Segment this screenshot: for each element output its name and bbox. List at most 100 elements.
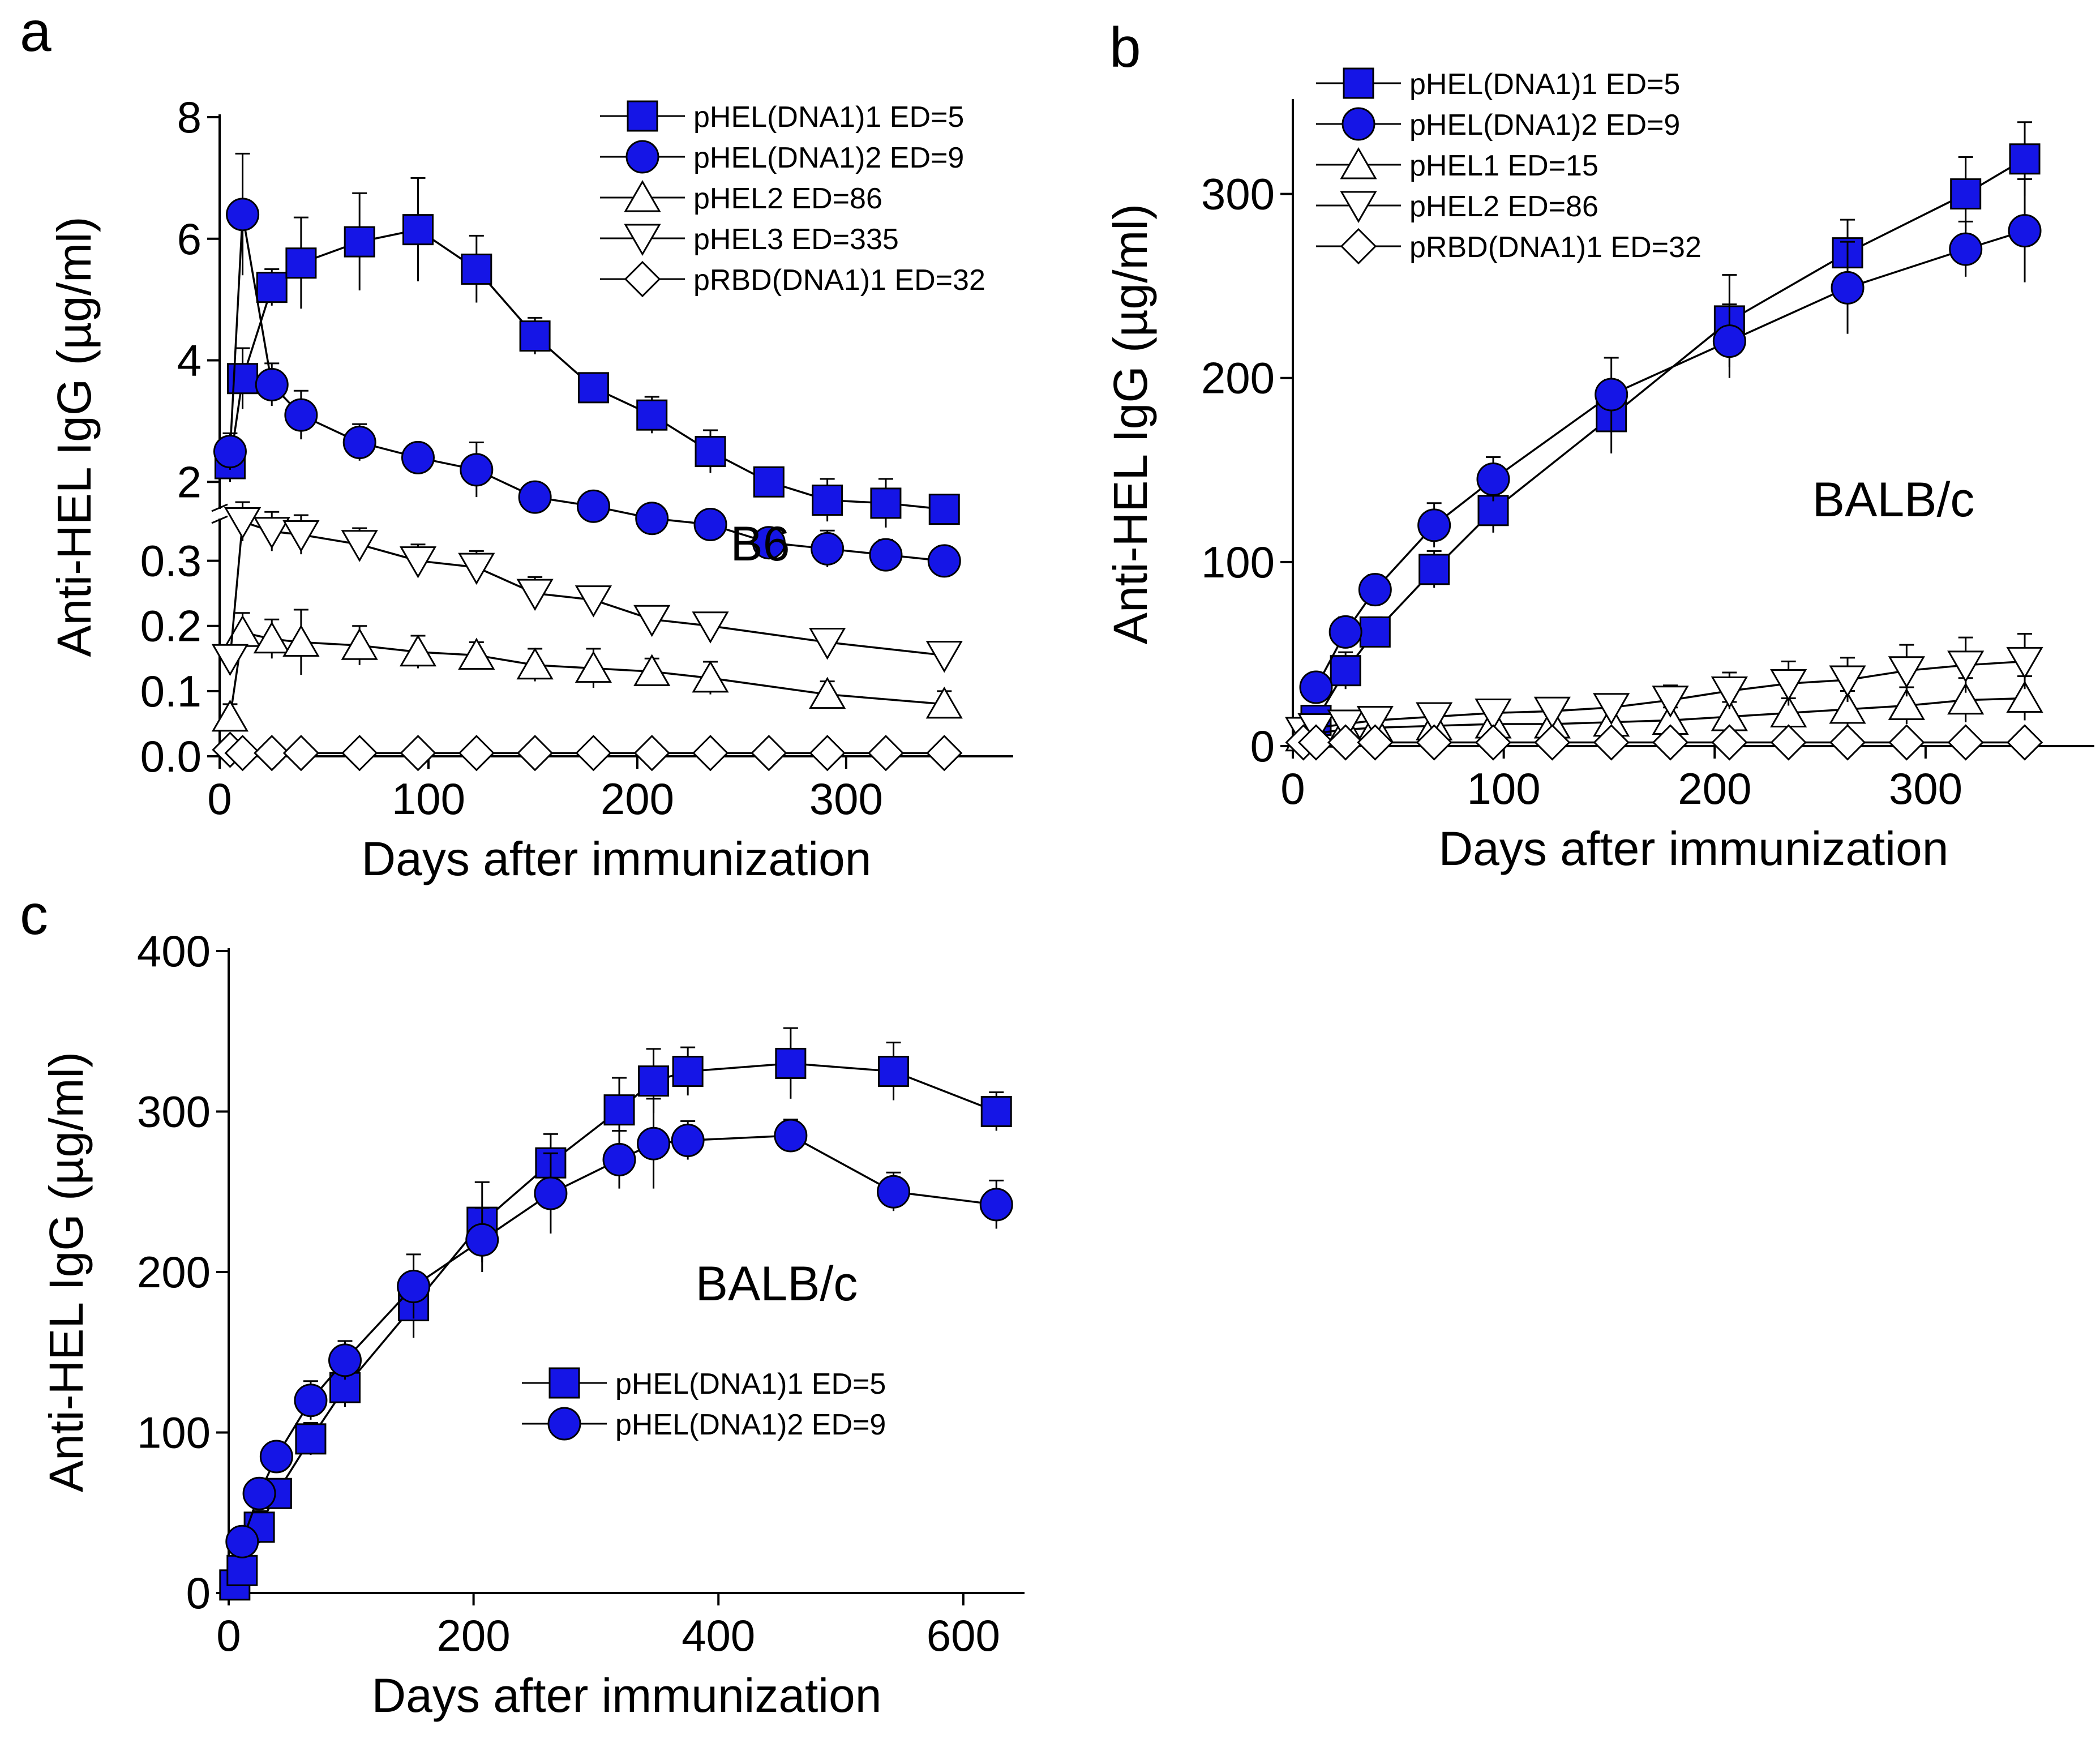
data-point [399,546,437,579]
x-axis-title: Days after immunization [1439,822,1949,875]
data-point [465,1223,499,1257]
data-point [927,544,961,578]
data-point [925,641,963,673]
data-point [328,1343,362,1377]
legend-label: pHEL(DNA1)1 ED=5 [1409,68,1680,101]
data-point [1475,698,1512,731]
data-point [1476,462,1510,496]
legend-item: pHEL(DNA1)1 ED=5 [1316,67,1680,101]
legend-label: pHEL2 ED=86 [1409,190,1598,223]
y-tick-label: 200 [1201,353,1275,403]
data-point [2006,724,2043,761]
y-tick-label: 400 [137,926,211,976]
strain-label: BALB/c [1812,473,1975,527]
y-tick-label: 0 [186,1568,211,1618]
legend-item: pHEL(DNA1)2 ED=9 [600,140,964,174]
data-point [1416,702,1453,734]
data-point [1831,271,1865,305]
data-point [519,320,551,352]
data-point [344,226,375,258]
data-point [979,1188,1013,1222]
y-tick-label: 300 [137,1087,211,1137]
data-point [1595,378,1628,412]
legend-marker [625,140,659,174]
data-point [692,611,729,644]
panel-b: b 0 100 200 300 0 100 200 300 Days after immuniza… [1104,16,2094,875]
series-phel3-ed-335 [211,501,963,676]
data-point [1888,688,1925,720]
data-point [2008,214,2042,248]
legend-marker [624,224,661,256]
data-point [753,466,785,498]
y-axis-title: Anti-HEL IgG (µg/ml) [40,1052,93,1492]
data-point [1327,724,1364,761]
data-point [402,214,434,246]
data-point [633,735,670,772]
data-point [1947,650,1985,683]
legend-label: pHEL3 ED=335 [693,223,899,256]
data-point [633,605,671,637]
data-point [1711,724,1748,761]
data-point [809,735,846,772]
x-tick-label: 200 [1678,764,1751,813]
legend-label: pHEL(DNA1)1 ED=5 [615,1368,886,1401]
legend-marker [624,179,661,212]
data-point [255,367,289,401]
data-point [211,699,249,732]
legend-item: pHEL(DNA1)1 ED=5 [600,100,964,134]
data-point [1770,724,1807,761]
data-point [867,735,905,772]
data-point [774,1119,808,1153]
x-tick-label: 0 [1280,764,1305,813]
series-phel-dna1-2-ed-9 [213,152,961,578]
data-point [1711,676,1748,709]
legend-item: pHEL(DNA1)2 ED=9 [522,1407,886,1441]
data-point [692,735,729,772]
y-tick-label: 100 [137,1408,211,1458]
data-point [1949,232,1983,266]
data-point [294,1384,328,1417]
data-point [577,372,609,404]
data-point [458,637,495,670]
data-point [877,1175,911,1209]
panel-letter: c [20,883,48,947]
data-point [1299,670,1333,704]
legend-marker [548,1367,580,1399]
legend-marker [1340,147,1377,179]
legend-label: pRBD(DNA1)1 ED=32 [693,264,985,297]
data-point [295,1423,327,1455]
data-point [341,530,378,562]
panel-letter: b [1109,16,1141,79]
y-tick-label: 300 [1201,169,1275,219]
data-point [633,654,671,686]
legend-label: pHEL2 ED=86 [693,182,882,215]
data-point [1356,705,1394,738]
data-point [637,1127,671,1160]
x-tick-label: 0 [207,774,232,824]
legend-item: pRBD(DNA1)1 ED=32 [1316,228,1702,265]
data-point [1475,724,1512,761]
legend: pHEL(DNA1)1 ED=5 pHEL(DNA1)2 ED=9 pHEL1 ED… [1316,67,1702,265]
data-point [253,621,290,654]
data-point [401,440,435,474]
legend-marker [624,260,661,298]
data-point [516,579,554,611]
data-point [1534,724,1571,761]
data-point [638,1065,670,1097]
data-point [226,1554,258,1586]
data-point [1829,691,1866,724]
strain-label: BALB/c [696,1257,858,1311]
data-point [695,436,726,468]
data-point [342,426,376,460]
y-tick-label: 6 [177,214,202,264]
data-point [397,1270,431,1304]
series-phel-dna1-2-ed-9 [225,1098,1013,1558]
data-point [534,1176,568,1210]
data-point [672,1056,704,1087]
data-point [811,532,845,566]
series-line [1315,229,2025,688]
x-tick-label: 400 [682,1611,755,1660]
panel-letter: a [20,0,52,63]
data-point [809,676,846,709]
data-point [1533,696,1571,729]
